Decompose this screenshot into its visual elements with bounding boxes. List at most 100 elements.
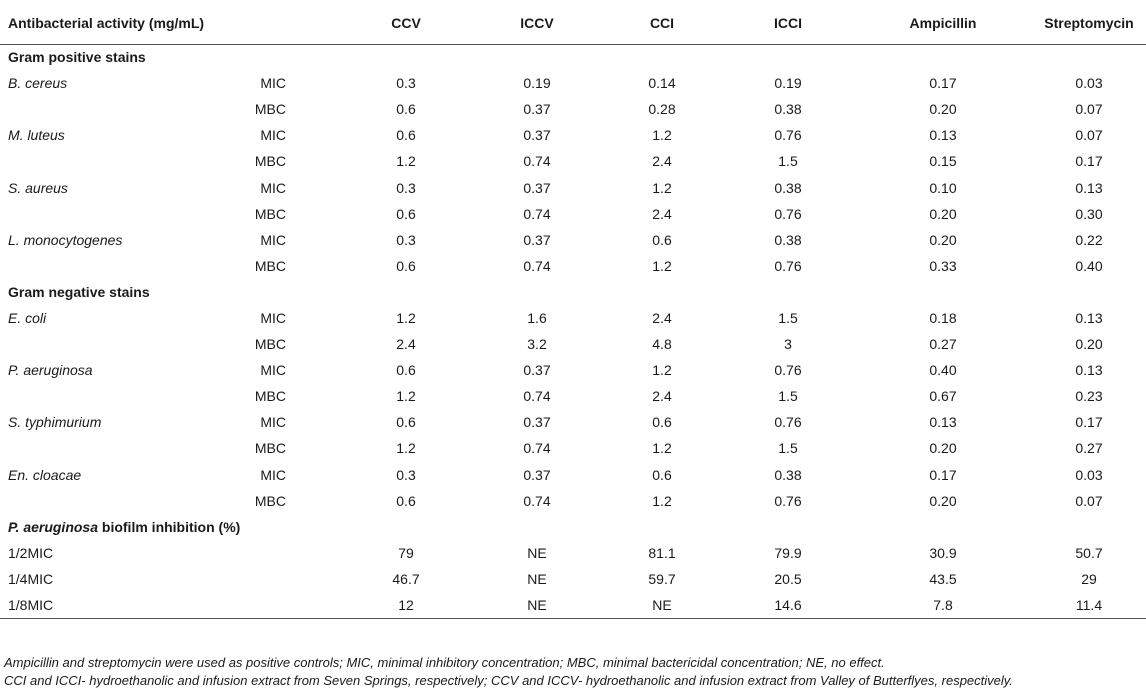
value-cell: 0.27: [929, 336, 957, 353]
value-cell: 0.03: [1075, 466, 1103, 483]
value-cell: 0.30: [1075, 205, 1103, 222]
table-row: B. cereus MIC 0.3 0.19 0.14 0.19 0.17 0.03: [0, 70, 1146, 96]
organism-name: [0, 201, 222, 227]
section-header-row: Gram positive stains: [0, 44, 1146, 70]
value-cell: 11.4: [1032, 591, 1146, 619]
measure-label: MIC: [260, 362, 286, 379]
organism-name: [0, 253, 222, 279]
value-cell: 20.5: [774, 570, 802, 587]
value-cell: 0.20: [929, 231, 957, 248]
value-cell: 79.9: [774, 544, 802, 561]
value-cell: 0.07: [1075, 492, 1103, 509]
value-cell: 2.4: [652, 309, 672, 326]
value-cell: 0.76: [774, 257, 802, 274]
value-cell: 0.38: [774, 101, 802, 118]
value-cell: 46.7: [392, 570, 420, 587]
value-cell: 14.6: [722, 591, 854, 619]
organism-name: S. aureus: [8, 179, 68, 196]
value-cell: 0.19: [774, 75, 802, 92]
value-cell: 0.74: [523, 153, 551, 170]
value-cell: 4.8: [652, 336, 672, 353]
table-row: MBC 1.2 0.74 1.2 1.5 0.20 0.27: [0, 435, 1146, 461]
value-cell: 29: [1081, 570, 1097, 587]
organism-name: [0, 435, 222, 461]
value-cell: 0.3: [396, 231, 416, 248]
table-row: MBC 0.6 0.74 1.2 0.76 0.20 0.07: [0, 488, 1146, 514]
value-cell: 1.2: [652, 257, 672, 274]
measure-label: MIC: [260, 179, 286, 196]
value-cell: 79: [398, 544, 414, 561]
header-cell: Streptomycin: [1032, 6, 1146, 45]
measure-label: MBC: [254, 153, 286, 170]
measure-label: MBC: [254, 388, 286, 405]
section-title: Gram positive stains: [8, 49, 146, 66]
value-cell: 0.20: [929, 101, 957, 118]
value-cell: 0.28: [648, 101, 676, 118]
value-cell: 0.76: [774, 362, 802, 379]
section-title: P. aeruginosa biofilm inhibition (%): [0, 514, 1146, 540]
table-row: MBC 2.4 3.2 4.8 3 0.27 0.20: [0, 331, 1146, 357]
organism-name: L. monocytogenes: [8, 231, 123, 248]
value-cell: 3: [784, 336, 792, 353]
value-cell: 0.74: [523, 492, 551, 509]
organism-name: B. cereus: [8, 75, 68, 92]
value-cell: 2.4: [652, 205, 672, 222]
value-cell: 0.20: [1075, 336, 1103, 353]
value-cell: 0.3: [396, 179, 416, 196]
measure-label: MIC: [260, 414, 286, 431]
value-cell: 1.2: [396, 440, 416, 457]
value-cell: 0.07: [1075, 101, 1103, 118]
header-cell: Antibacterial activity (mg/mL): [0, 6, 222, 45]
value-cell: 0.76: [774, 414, 802, 431]
value-cell: 0.6: [396, 492, 416, 509]
value-cell: 0.37: [523, 127, 551, 144]
value-cell: 0.13: [1075, 309, 1103, 326]
value-cell: 0.17: [1075, 153, 1103, 170]
table-row: P. aeruginosa MIC 0.6 0.37 1.2 0.76 0.40 0.13: [0, 357, 1146, 383]
value-cell: 0.74: [523, 257, 551, 274]
value-cell: 0.74: [523, 205, 551, 222]
value-cell: 0.38: [774, 466, 802, 483]
header-cell: Ampicillin: [854, 6, 1032, 45]
empty-cell: [222, 566, 340, 592]
value-cell: NE: [602, 591, 722, 619]
value-cell: 3.2: [527, 336, 547, 353]
organism-name: [0, 148, 222, 174]
organism-name: [0, 331, 222, 357]
value-cell: 7.8: [854, 591, 1032, 619]
value-cell: 0.13: [1075, 362, 1103, 379]
value-cell: 0.6: [652, 231, 672, 248]
value-cell: 0.03: [1075, 75, 1103, 92]
table-row: MBC 1.2 0.74 2.4 1.5 0.15 0.17: [0, 148, 1146, 174]
value-cell: 0.13: [1075, 179, 1103, 196]
table-row: En. cloacae MIC 0.3 0.37 0.6 0.38 0.17 0.03: [0, 462, 1146, 488]
empty-cell: [222, 540, 340, 566]
table-row: 1/8MIC 12 NE NE 14.6 7.8 11.4: [0, 591, 1146, 619]
value-cell: 0.20: [929, 205, 957, 222]
header-cell: CCV: [340, 6, 472, 45]
organism-name: En. cloacae: [8, 466, 82, 483]
value-cell: 0.19: [523, 75, 551, 92]
measure-label: MBC: [254, 257, 286, 274]
organism-name: M. luteus: [8, 127, 65, 144]
value-cell: 1.5: [778, 309, 798, 326]
value-cell: 1.2: [652, 362, 672, 379]
value-cell: 12: [340, 591, 472, 619]
value-cell: 0.67: [929, 388, 957, 405]
measure-label: MIC: [260, 75, 286, 92]
header-row: Antibacterial activity (mg/mL) CCV ICCV …: [0, 6, 1146, 45]
concentration-label: 1/2MIC: [8, 544, 54, 561]
value-cell: 0.18: [929, 309, 957, 326]
value-cell: 1.6: [527, 309, 547, 326]
antibacterial-activity-table: Antibacterial activity (mg/mL) CCV ICCV …: [0, 6, 1146, 619]
table-row: L. monocytogenes MIC 0.3 0.37 0.6 0.38 0.20 0.2…: [0, 227, 1146, 253]
header-cell: ICCI: [722, 6, 854, 45]
header-cell: [222, 6, 340, 45]
value-cell: 1.5: [778, 388, 798, 405]
value-cell: 1.2: [652, 127, 672, 144]
organism-name: P. aeruginosa: [8, 362, 93, 379]
measure-label: MBC: [254, 101, 286, 118]
value-cell: 1.2: [396, 153, 416, 170]
value-cell: 0.40: [929, 362, 957, 379]
